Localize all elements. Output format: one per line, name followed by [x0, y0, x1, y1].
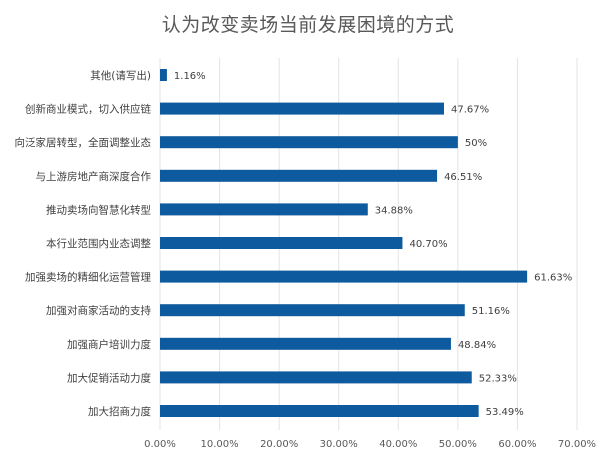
bar [160, 102, 444, 115]
x-tick-label: 40.00% [379, 439, 417, 450]
x-tick-label: 10.00% [201, 439, 239, 450]
x-tick-label: 30.00% [320, 439, 358, 450]
data-label: 48.84% [458, 340, 496, 351]
data-label: 61.63% [534, 273, 572, 284]
x-tick-label: 70.00% [558, 439, 596, 450]
data-label: 52.33% [479, 373, 517, 384]
x-tick-label: 50.00% [439, 439, 477, 450]
x-tick-label: 60.00% [498, 439, 536, 450]
data-label: 50% [465, 138, 487, 149]
x-tick-label: 20.00% [260, 439, 298, 450]
category-label: 本行业范围内业态调整 [46, 237, 151, 250]
data-label: 53.49% [486, 407, 524, 418]
data-label: 46.51% [444, 172, 482, 183]
category-label: 加强卖场的精细化运营管理 [25, 271, 151, 284]
category-label: 加大招商力度 [88, 405, 151, 418]
category-label: 向泛家居转型，全面调整业态 [15, 136, 152, 149]
bar [160, 371, 472, 384]
data-label: 1.16% [174, 71, 206, 82]
bar [160, 337, 451, 350]
x-tick-label: 0.00% [144, 439, 176, 450]
category-label: 与上游房地产商深度合作 [36, 170, 152, 183]
data-label: 51.16% [472, 306, 510, 317]
category-label: 创新商业模式，切入供应链 [25, 103, 151, 116]
category-label: 加强对商家活动的支持 [46, 304, 151, 317]
bar [160, 304, 465, 317]
bar [160, 203, 368, 216]
category-label: 推动卖场向智慧化转型 [46, 203, 151, 216]
category-label: 其他(请写出) [90, 69, 151, 82]
data-label: 34.88% [375, 205, 413, 216]
category-label: 加大促销活动力度 [67, 371, 151, 384]
chart-title: 认为改变卖场当前发展困境的方式 [161, 14, 455, 36]
bar [160, 69, 167, 81]
bar [160, 405, 479, 417]
data-label: 40.70% [409, 239, 447, 250]
category-label: 加强商户培训力度 [67, 338, 151, 351]
data-label: 47.67% [451, 105, 489, 116]
bar [160, 270, 528, 283]
bar [160, 169, 438, 182]
bar [160, 136, 458, 149]
bar [160, 237, 403, 249]
